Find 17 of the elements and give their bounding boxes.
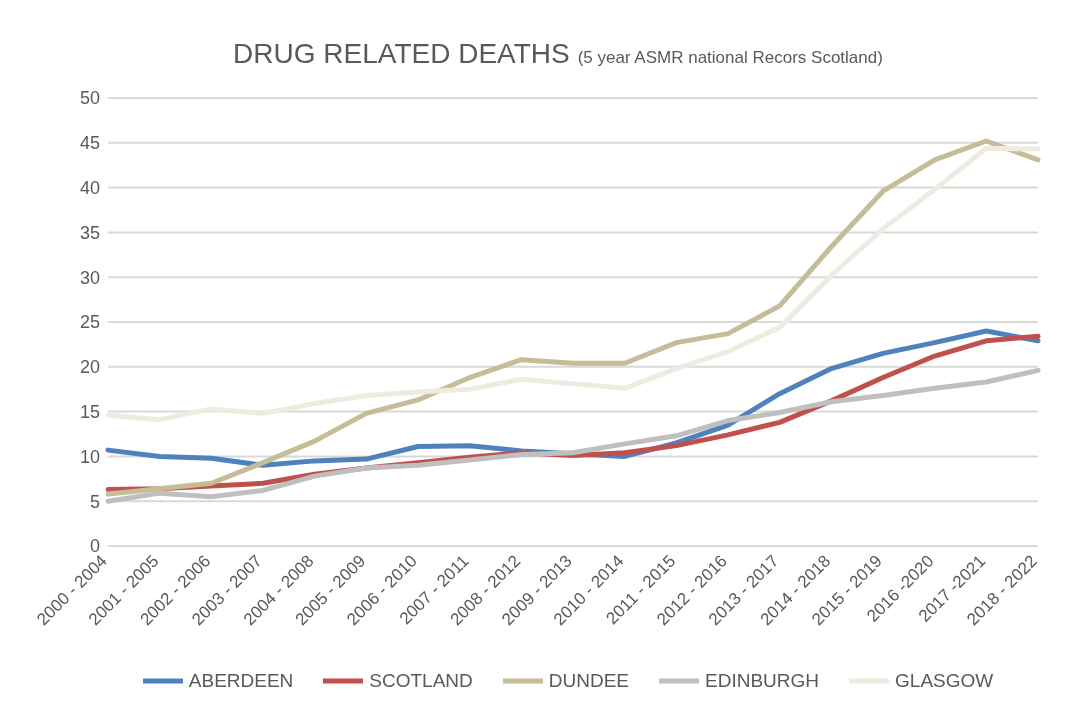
y-tick-label: 40 (79, 177, 100, 198)
y-tick-label: 5 (89, 491, 100, 512)
y-tick-label: 10 (79, 446, 100, 467)
legend-label: SCOTLAND (369, 670, 473, 692)
legend-label: EDINBURGH (705, 670, 820, 692)
chart-title: DRUG RELATED DEATHS (233, 38, 570, 69)
chart-subtitle: (5 year ASMR national Recors Scotland) (577, 48, 883, 67)
y-tick-label: 35 (79, 222, 100, 243)
legend-label: DUNDEE (548, 670, 630, 692)
legend-label: GLASGOW (895, 670, 994, 692)
y-tick-label: 45 (79, 133, 100, 154)
y-tick-label: 15 (79, 401, 100, 422)
y-tick-label: 30 (79, 267, 100, 288)
y-tick-label: 20 (79, 357, 100, 378)
y-tick-label: 25 (79, 312, 100, 333)
legend-label: ABERDEEN (188, 670, 294, 692)
y-tick-label: 50 (79, 88, 100, 109)
